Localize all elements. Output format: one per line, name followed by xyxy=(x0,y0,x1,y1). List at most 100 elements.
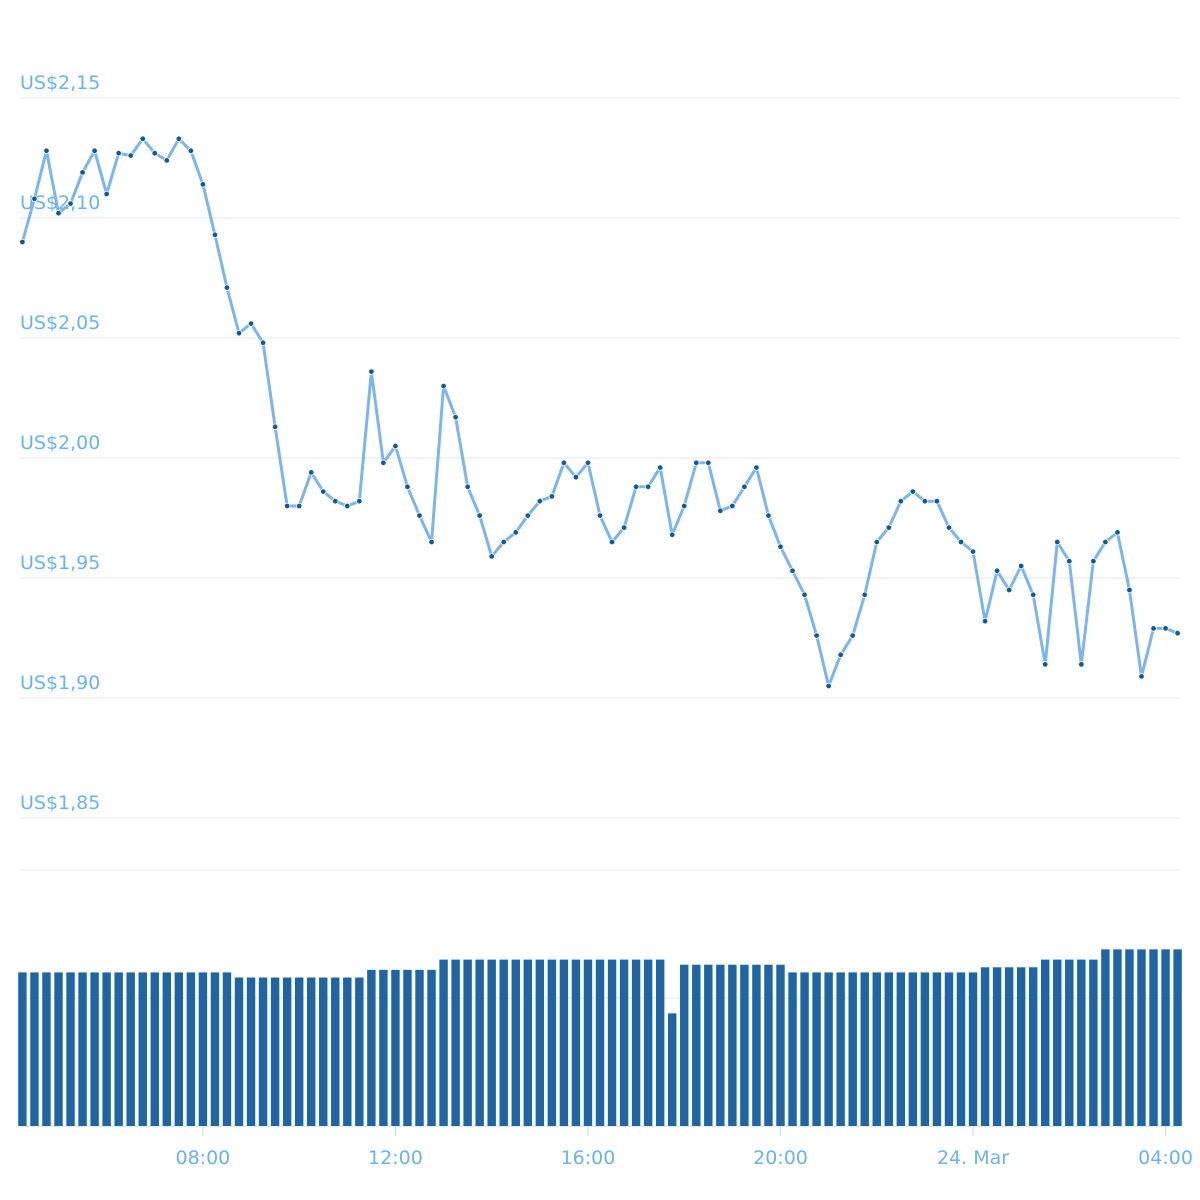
volume-bar xyxy=(1161,949,1170,1126)
point xyxy=(717,507,724,514)
point xyxy=(644,483,652,490)
point xyxy=(500,538,507,546)
volume-bar xyxy=(415,969,424,1126)
volume-bar xyxy=(162,972,172,1126)
point xyxy=(1102,538,1109,546)
volume-bar xyxy=(836,972,845,1126)
volume-bar xyxy=(1053,959,1062,1126)
point xyxy=(693,459,700,466)
volume-bar xyxy=(391,969,400,1126)
volume-bar xyxy=(294,977,304,1126)
volume-bar xyxy=(667,1013,677,1126)
volume-bar xyxy=(607,959,617,1126)
volume-bar xyxy=(619,959,629,1126)
volume-bar xyxy=(78,972,87,1126)
point xyxy=(223,284,231,291)
volume-bar xyxy=(728,964,737,1126)
volume-bar xyxy=(776,964,785,1126)
volume-bar xyxy=(282,977,292,1126)
volume-bar xyxy=(475,959,484,1126)
point xyxy=(1150,625,1157,632)
volume-bar xyxy=(800,972,809,1126)
point xyxy=(620,524,628,531)
volume-bar xyxy=(150,972,159,1126)
x-tick-label: 04:00 xyxy=(1138,1147,1193,1169)
y-tick-label: US$1,85 xyxy=(20,792,100,814)
volume-bar xyxy=(66,972,75,1126)
volume-bar xyxy=(884,972,894,1126)
volume-bar xyxy=(559,959,569,1126)
y-tick-label: US$1,95 xyxy=(20,552,100,574)
volume-bar xyxy=(463,959,472,1126)
point xyxy=(885,524,892,531)
point xyxy=(476,512,483,519)
point xyxy=(777,543,784,550)
point xyxy=(440,382,447,390)
volume-bar xyxy=(595,959,605,1126)
volume-bar xyxy=(764,964,773,1126)
volume-bar xyxy=(812,972,821,1126)
y-tick-label: US$2,10 xyxy=(20,192,100,214)
x-tick-label: 24. Mar xyxy=(937,1147,1009,1169)
volume-bar xyxy=(511,959,520,1126)
point xyxy=(55,209,62,217)
point xyxy=(1054,538,1061,546)
volume-bar xyxy=(1004,967,1014,1126)
volume-bar xyxy=(186,972,196,1126)
point xyxy=(801,591,808,598)
point xyxy=(1005,586,1013,594)
point xyxy=(933,498,941,505)
point xyxy=(308,469,315,476)
volume-bar xyxy=(234,977,244,1126)
point xyxy=(512,529,519,536)
volume-bar xyxy=(704,964,713,1126)
point xyxy=(271,423,279,430)
point xyxy=(668,531,676,538)
x-tick-label: 12:00 xyxy=(368,1147,423,1169)
volume-bar xyxy=(992,967,1002,1126)
volume-bar xyxy=(90,972,99,1126)
point xyxy=(187,147,195,154)
point xyxy=(259,339,267,346)
point xyxy=(813,632,820,639)
volume-bar xyxy=(126,972,135,1126)
volume-bar xyxy=(138,972,147,1126)
volume-bar xyxy=(752,964,761,1126)
volume-bar xyxy=(355,977,364,1126)
volume-bar xyxy=(403,969,412,1126)
point xyxy=(31,195,38,202)
point xyxy=(1042,661,1049,668)
y-tick-label: US$1,90 xyxy=(20,672,100,694)
point xyxy=(548,493,556,500)
volume-bar xyxy=(740,964,749,1126)
volume-bar xyxy=(42,972,51,1126)
y-tick-label: US$2,00 xyxy=(20,432,100,454)
volume-bar xyxy=(583,959,593,1126)
volume-bar xyxy=(1101,949,1110,1126)
point xyxy=(909,488,917,495)
point xyxy=(43,147,50,154)
volume-bar xyxy=(860,972,869,1126)
point xyxy=(1090,558,1097,565)
volume-bar xyxy=(114,972,123,1126)
point xyxy=(295,502,303,510)
point xyxy=(681,502,688,510)
point xyxy=(1017,562,1025,570)
point xyxy=(139,135,146,142)
volume-bar xyxy=(343,977,352,1126)
point xyxy=(488,553,495,560)
volume-bar xyxy=(1077,959,1086,1126)
volume-bar xyxy=(1016,967,1026,1126)
point xyxy=(1162,625,1169,632)
point xyxy=(969,548,977,555)
y-tick-label: US$2,15 xyxy=(20,72,100,94)
point xyxy=(211,231,219,238)
point xyxy=(741,483,748,490)
volume-bar xyxy=(824,972,833,1126)
point xyxy=(1174,630,1181,637)
point xyxy=(837,651,844,658)
point xyxy=(524,512,532,519)
point xyxy=(19,238,26,246)
volume-bar xyxy=(1113,949,1122,1126)
point xyxy=(765,512,772,519)
